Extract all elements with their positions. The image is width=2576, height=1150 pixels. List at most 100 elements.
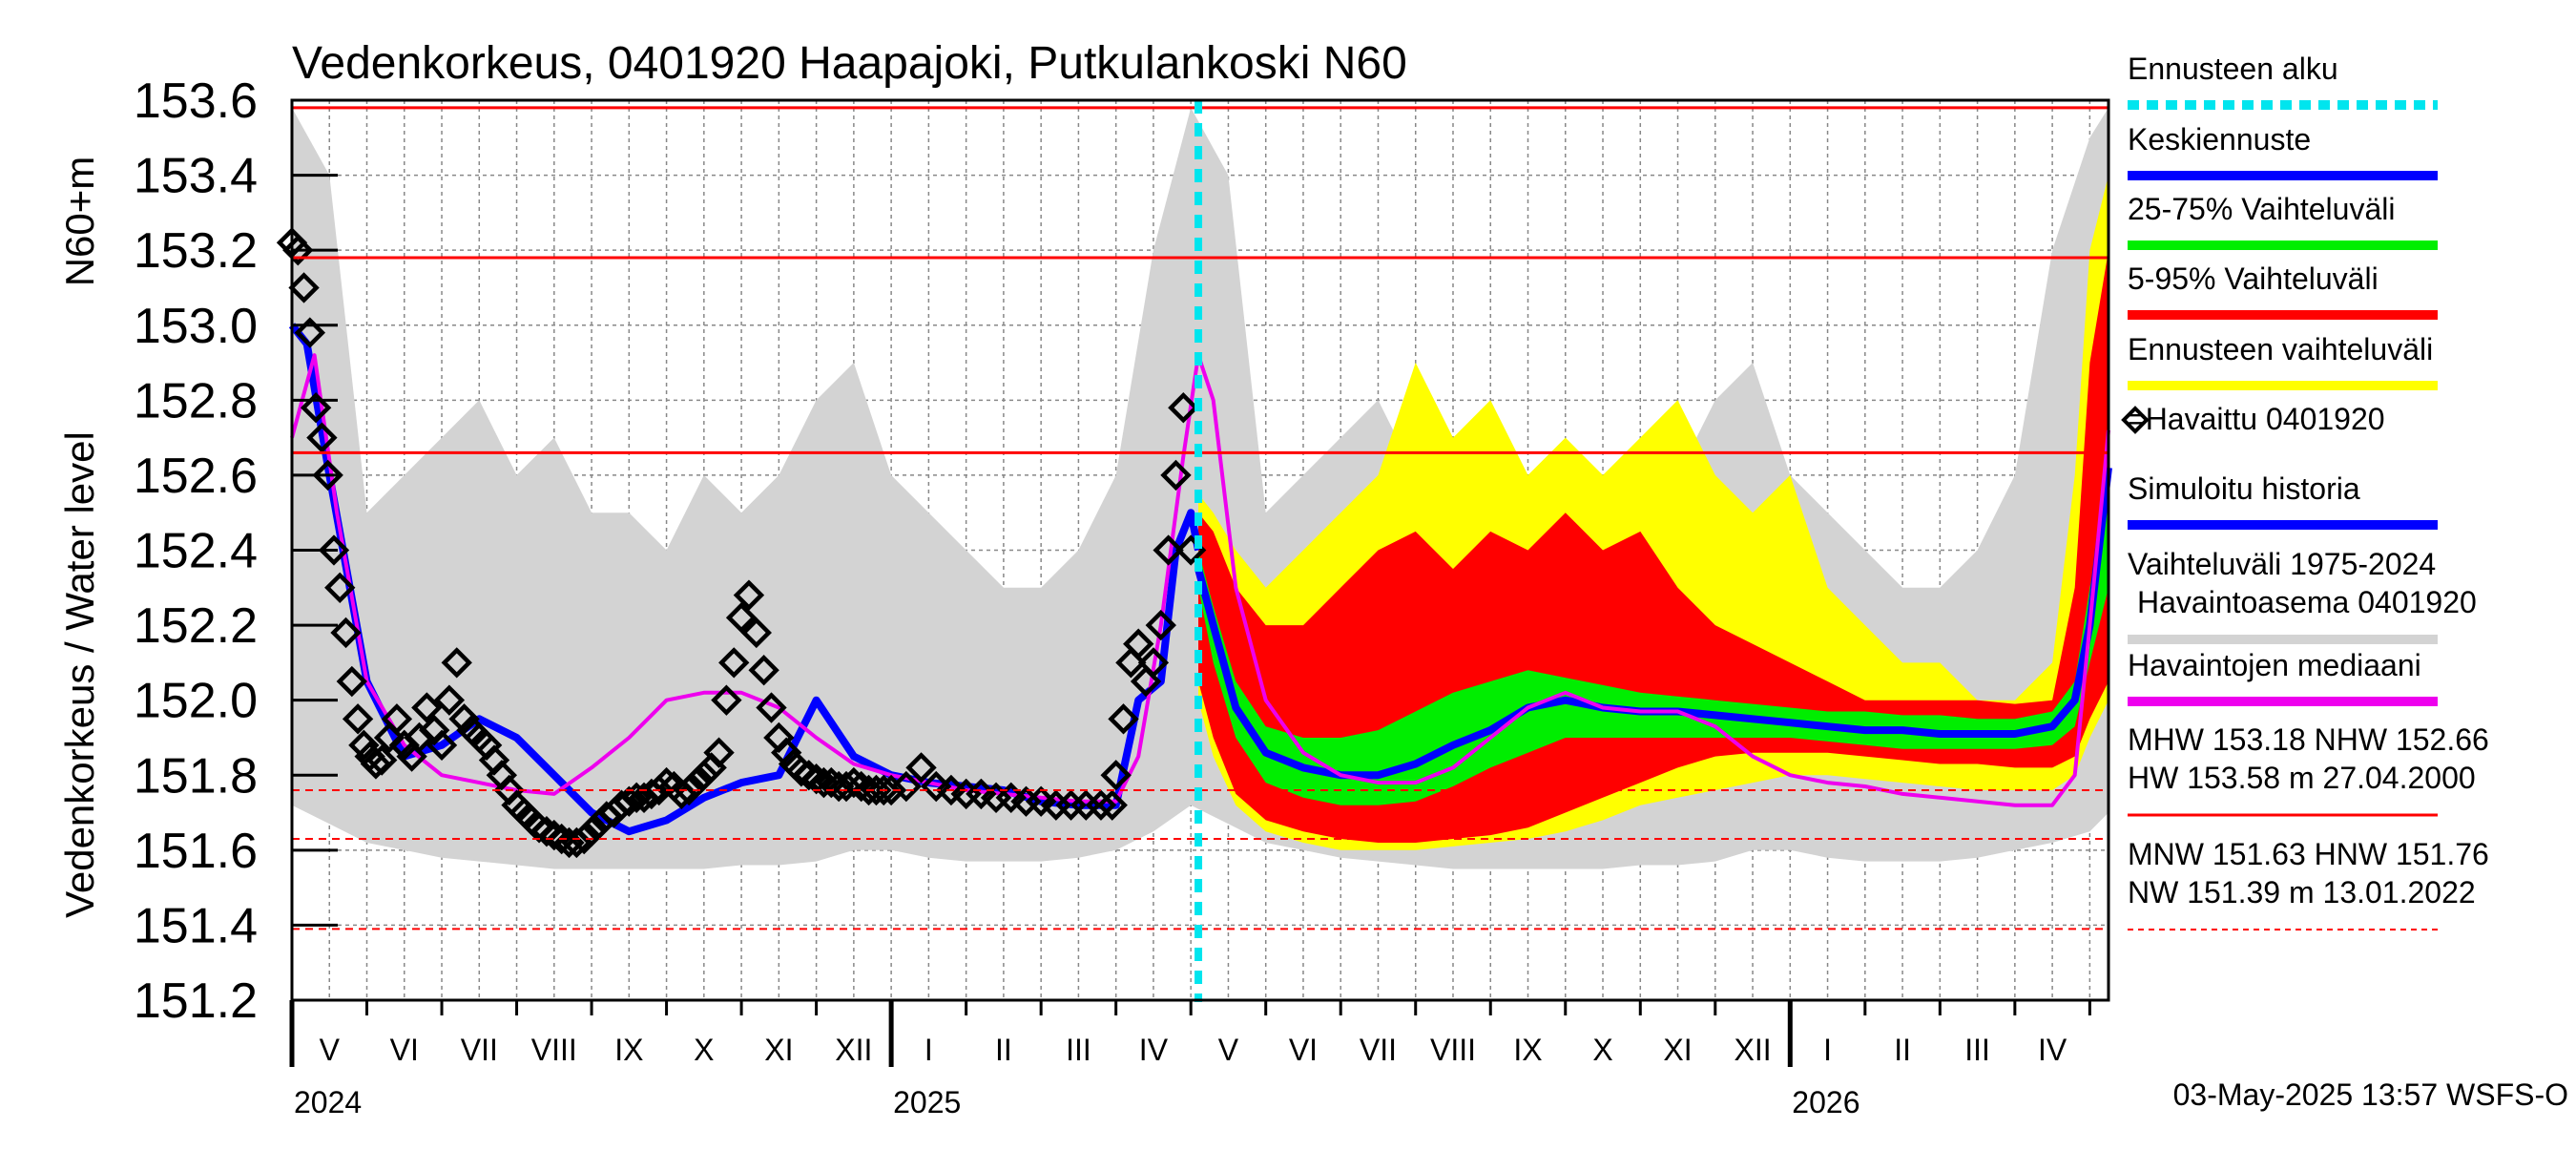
observed-point (793, 760, 824, 791)
observed-point (756, 692, 787, 723)
x-month-label: IX (614, 1033, 643, 1067)
legend-label: =Havaittu 0401920 (2128, 402, 2385, 436)
observed-point (282, 234, 314, 266)
observed-point (1160, 459, 1192, 491)
legend-label: Simuloitu historia (2128, 471, 2360, 506)
observed-point (294, 317, 326, 348)
observed-point (330, 617, 362, 649)
y-tick-label: 152.6 (134, 449, 258, 504)
x-month-label: XII (1734, 1033, 1771, 1067)
observed-point (733, 579, 765, 611)
observed-point (680, 766, 713, 799)
x-month-label: VIII (1430, 1033, 1476, 1067)
legend-label: Vaihteluväli 1975-2024 (2128, 547, 2436, 581)
observed-point (441, 647, 472, 679)
x-month-label: IX (1513, 1033, 1542, 1067)
y-axis-unit-label: N60+m (57, 157, 102, 287)
x-month-label: II (1894, 1033, 1911, 1067)
observed-point (300, 392, 332, 424)
x-month-label: VI (1289, 1033, 1318, 1067)
observed-point (718, 647, 750, 679)
x-month-label: XI (1663, 1033, 1692, 1067)
legend-label: Ennusteen alku (2128, 52, 2338, 86)
observed-point (1100, 760, 1132, 791)
x-year-label: 2024 (294, 1085, 362, 1119)
observed-point (725, 602, 758, 634)
x-month-label: X (1592, 1033, 1612, 1067)
x-month-label: I (1823, 1033, 1832, 1067)
observed-point (785, 756, 818, 787)
chart-title: Vedenkorkeus, 0401920 Haapajoki, Putkula… (292, 38, 1407, 89)
x-month-label: III (1066, 1033, 1091, 1067)
observed-point (381, 703, 413, 735)
x-month-label: VII (1360, 1033, 1397, 1067)
x-month-label: V (1218, 1033, 1239, 1067)
observed-point (1108, 703, 1139, 735)
observed-point (890, 770, 923, 803)
observed-point (703, 737, 735, 768)
observed-point (426, 729, 458, 761)
legend-label: Havaintojen mediaani (2128, 648, 2421, 682)
legend-label: 25-75% Vaihteluväli (2128, 192, 2395, 226)
x-month-label: XII (835, 1033, 872, 1067)
observed-point (673, 774, 705, 806)
legend-label: 5-95% Vaihteluväli (2128, 261, 2379, 296)
footer-timestamp: 03-May-2025 13:57 WSFS-O (2173, 1077, 2568, 1112)
observed-point (711, 684, 742, 716)
y-tick-label: 153.2 (134, 223, 258, 279)
x-year-label: 2026 (1792, 1085, 1859, 1119)
observed-point (1137, 647, 1170, 679)
y-axis-label: Vedenkorkeus / Water level (57, 431, 102, 918)
legend-label-2: NW 151.39 m 13.01.2022 (2128, 875, 2476, 910)
y-tick-label: 152.4 (134, 524, 258, 579)
observed-point (822, 770, 855, 803)
observed-point (740, 617, 772, 649)
observed-point (1085, 789, 1117, 821)
x-month-label: VII (461, 1033, 498, 1067)
series-2-band (1198, 250, 2109, 843)
observed-point (538, 819, 570, 851)
observed-point (318, 534, 350, 566)
y-tick-label: 152.8 (134, 373, 258, 429)
observed-point (1145, 609, 1176, 641)
observed-point (306, 422, 338, 453)
x-month-label: VIII (531, 1033, 577, 1067)
y-tick-label: 152.2 (134, 598, 258, 654)
observed-point (411, 692, 443, 723)
x-month-label: VI (390, 1033, 419, 1067)
x-month-label: V (320, 1033, 341, 1067)
observed-point (342, 703, 374, 735)
observed-point (1168, 392, 1199, 424)
y-tick-label: 151.6 (134, 824, 258, 879)
observed-point (312, 459, 343, 491)
observed-point (288, 272, 320, 303)
observed-point (523, 812, 555, 844)
observed-point (771, 737, 802, 768)
legend-label-2: HW 153.58 m 27.04.2000 (2128, 761, 2476, 795)
observed-point (530, 816, 563, 847)
y-tick-label: 151.4 (134, 898, 258, 953)
x-month-label: I (924, 1033, 933, 1067)
observed-point (336, 665, 367, 698)
observed-point (575, 816, 608, 847)
observed-point (448, 703, 480, 735)
legend-label: MHW 153.18 NHW 152.66 (2128, 722, 2489, 757)
observed-point (366, 744, 398, 776)
y-tick-label: 151.8 (134, 748, 258, 804)
y-tick-label: 153.6 (134, 73, 258, 129)
legend-label: Ennusteen vaihteluväli (2128, 332, 2433, 366)
x-year-label: 2025 (893, 1085, 961, 1119)
observed-point (1123, 628, 1154, 659)
observed-point (1153, 534, 1184, 566)
observed-point (569, 823, 600, 855)
x-month-label: XI (764, 1033, 793, 1067)
x-month-label: II (995, 1033, 1012, 1067)
observed-point (748, 655, 779, 686)
observed-point (613, 785, 645, 817)
x-month-label: IV (1139, 1033, 1169, 1067)
observed-point (838, 766, 870, 799)
y-tick-label: 153.4 (134, 149, 258, 204)
observed-point (643, 774, 675, 806)
observed-point (1096, 789, 1128, 821)
